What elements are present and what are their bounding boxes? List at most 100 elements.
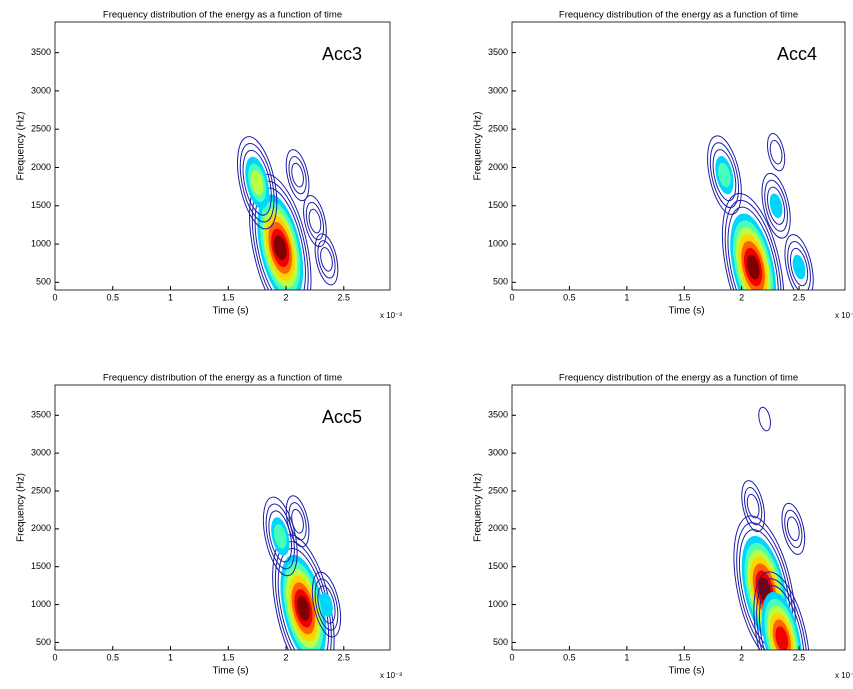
contour-ring <box>769 139 783 165</box>
contour-ring <box>288 502 307 541</box>
contour-ring <box>736 522 794 650</box>
y-tick-label: 500 <box>493 277 508 287</box>
y-tick-label: 2000 <box>31 523 51 533</box>
contour-ring <box>775 626 789 650</box>
x-tick-label: 1 <box>168 652 173 662</box>
y-tick-label: 1500 <box>488 561 508 571</box>
energy-hotspot <box>303 195 327 248</box>
y-tick-label: 2000 <box>488 162 508 172</box>
contour-ring <box>250 170 264 196</box>
contour-ring <box>311 571 342 638</box>
energy-hotspot <box>237 136 278 230</box>
energy-hotspot <box>781 502 806 555</box>
energy-hotspot <box>761 172 791 239</box>
contour-ring <box>297 596 310 621</box>
x-tick-label: 0.5 <box>563 652 576 662</box>
x-tick-label: 1 <box>624 292 629 302</box>
contour-ring <box>721 192 785 290</box>
x-tick-label: 1.5 <box>222 292 235 302</box>
contour-ring <box>787 241 811 290</box>
y-tick-label: 2000 <box>488 523 508 533</box>
energy-hotspot <box>784 234 814 290</box>
y-tick-label: 2500 <box>31 485 51 495</box>
contour-ring <box>273 235 287 261</box>
x-tick-label: 0 <box>509 652 514 662</box>
y-tick-label: 1500 <box>488 200 508 210</box>
x-tick-label: 2.5 <box>338 292 351 302</box>
contour-ring <box>764 179 788 232</box>
energy-hotspot <box>311 571 342 638</box>
y-tick-label: 3000 <box>488 448 508 458</box>
plot-frame <box>54 21 391 291</box>
x-scale-label: x 10⁻³ <box>380 671 402 680</box>
x-tick-label: 1 <box>168 292 173 302</box>
y-tick-label: 3500 <box>31 410 51 420</box>
x-tick-label: 2.5 <box>793 652 806 662</box>
energy-hotspot <box>262 496 298 577</box>
x-tick-label: 0 <box>52 292 57 302</box>
x-tick-label: 2 <box>739 652 744 662</box>
contour-ring <box>746 254 760 280</box>
y-tick-label: 3500 <box>488 410 508 420</box>
x-tick-label: 0 <box>52 652 57 662</box>
contour-ring <box>305 201 325 241</box>
x-axis-label: Time (s) <box>212 306 248 317</box>
contour-ring <box>756 578 808 650</box>
x-tick-label: 2 <box>739 292 744 302</box>
contour-ring <box>317 240 336 279</box>
contour-ring <box>733 515 796 650</box>
contour-ring <box>273 524 287 549</box>
energy-hotspot <box>758 406 771 432</box>
contour-ring <box>784 509 803 549</box>
contours <box>707 133 814 290</box>
energy-hotspot <box>767 133 786 172</box>
contour-ring <box>744 486 763 526</box>
chart-title: Frequency distribution of the energy as … <box>103 10 342 21</box>
contour-ring <box>707 135 742 215</box>
contour-ring <box>786 516 800 542</box>
y-tick-label: 3000 <box>488 85 508 95</box>
contour-ring <box>303 195 327 248</box>
x-axis-label: Time (s) <box>668 306 704 317</box>
y-tick-label: 1000 <box>488 238 508 248</box>
contour-ring <box>242 149 272 216</box>
energy-hotspot <box>741 480 765 533</box>
energy-hotspot <box>721 192 785 290</box>
contour-ring <box>262 496 298 577</box>
contour-ring <box>761 172 791 239</box>
x-tick-label: 0.5 <box>107 652 120 662</box>
contour-ring <box>237 136 278 230</box>
contour-ring <box>291 162 304 188</box>
y-tick-label: 1500 <box>31 200 51 210</box>
y-tick-label: 1000 <box>31 599 51 609</box>
y-tick-label: 2000 <box>31 162 51 172</box>
plot-frame <box>511 384 846 651</box>
contour-ring <box>285 149 310 202</box>
contour-ring <box>727 206 779 290</box>
x-tick-label: 0.5 <box>107 292 120 302</box>
chart-title: Frequency distribution of the energy as … <box>559 373 798 384</box>
contour-ring <box>265 503 295 570</box>
contour-ring <box>746 493 760 519</box>
contours <box>237 136 339 290</box>
contour-ring <box>288 155 307 195</box>
x-scale-label: x 10⁻³ <box>380 311 402 320</box>
y-tick-label: 1000 <box>31 238 51 248</box>
contour-ring <box>784 234 814 290</box>
y-tick-label: 1500 <box>31 561 51 571</box>
chart-title: Frequency distribution of the energy as … <box>103 373 342 384</box>
contour-ring <box>753 571 811 650</box>
contour-ring <box>718 162 731 188</box>
annotation: Acc4 <box>777 44 817 64</box>
chart-title: Frequency distribution of the energy as … <box>559 10 798 21</box>
contour-ring <box>767 133 786 172</box>
y-tick-label: 2500 <box>488 485 508 495</box>
contour-ring <box>781 502 806 555</box>
y-tick-label: 2500 <box>488 124 508 134</box>
contour-ring <box>308 208 322 234</box>
contour-ring <box>758 406 771 432</box>
contour-ring <box>314 233 339 286</box>
y-tick-label: 3000 <box>31 85 51 95</box>
y-axis-label: Frequency (Hz) <box>16 473 27 542</box>
y-tick-label: 3500 <box>31 47 51 57</box>
